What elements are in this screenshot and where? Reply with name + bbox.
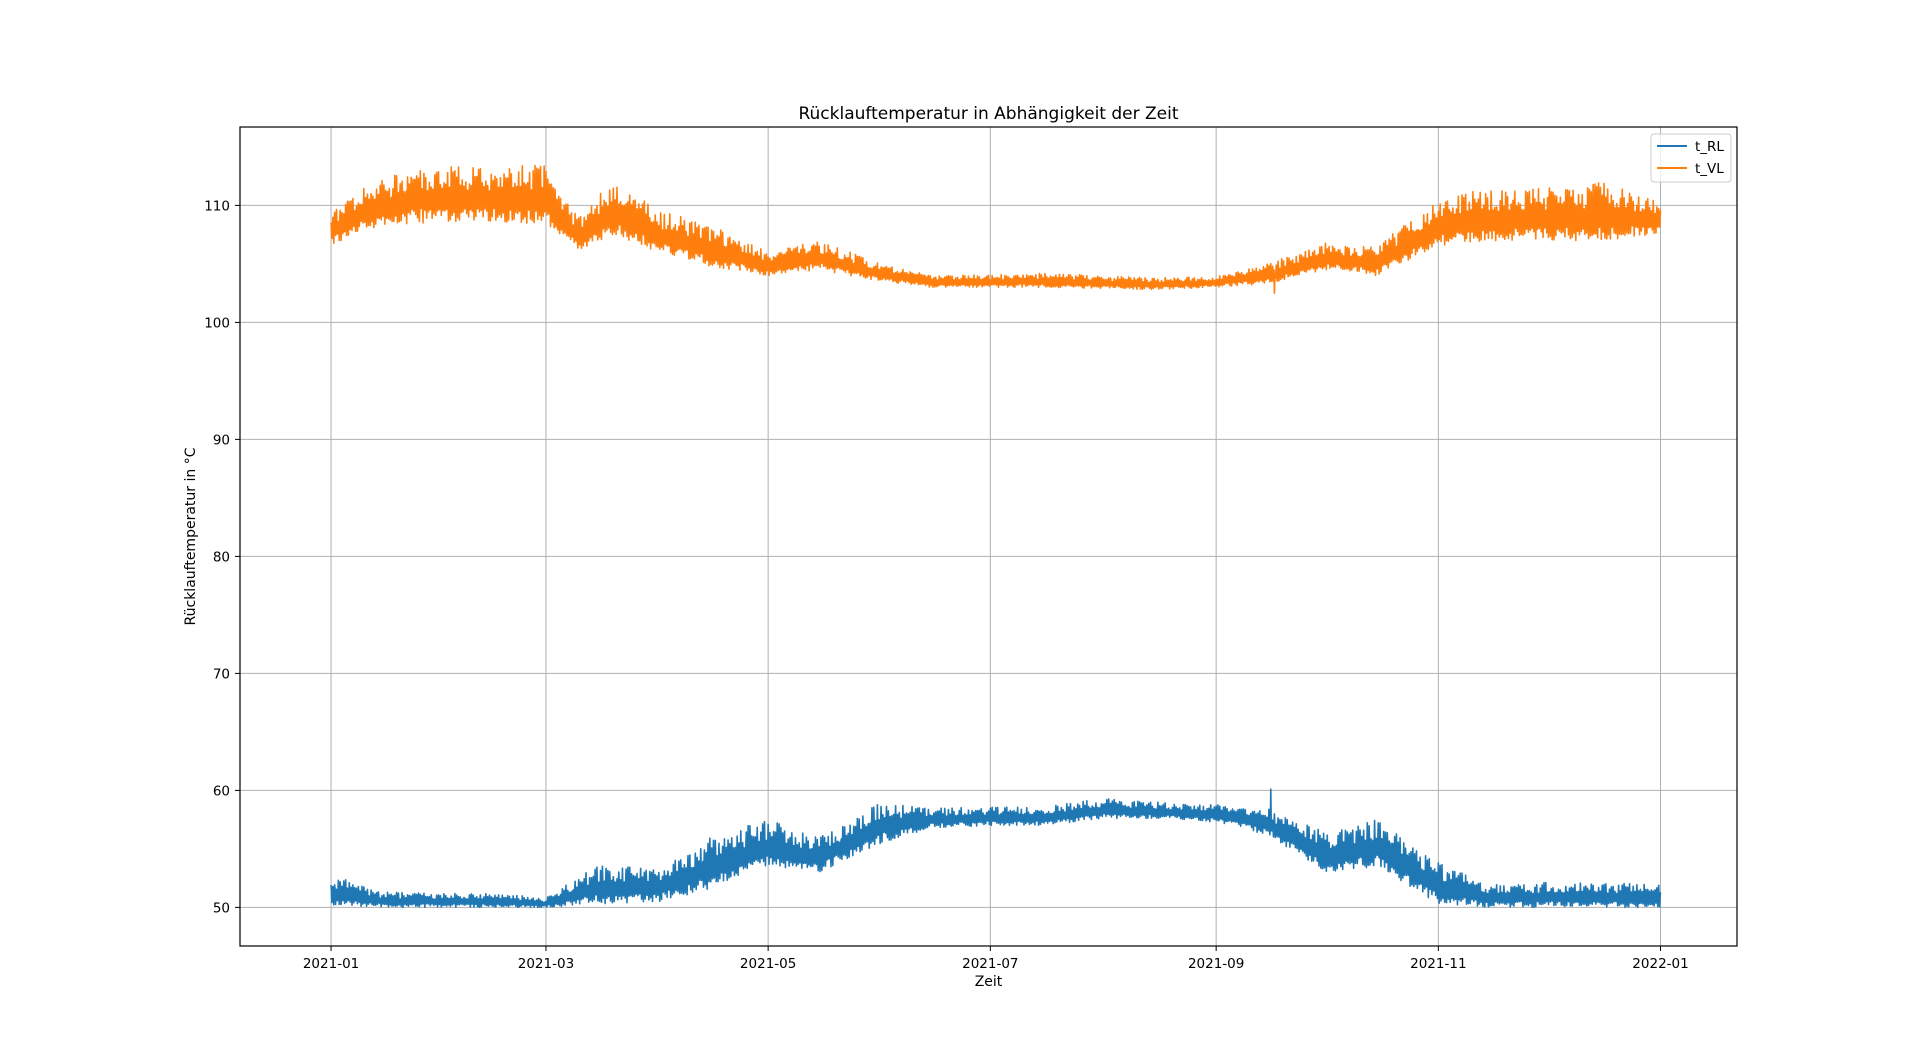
x-tick-label: 2021-09 [1188, 956, 1244, 972]
x-tick-label: 2022-01 [1632, 956, 1688, 972]
y-tick-label: 100 [204, 315, 230, 331]
y-tick-label: 70 [213, 666, 230, 682]
x-axis-ticks: 2021-01 2021-03 2021-05 2021-07 2021-09 2021-… [303, 946, 1689, 972]
legend: t_RL t_VL [1650, 133, 1732, 183]
y-tick-label: 80 [213, 549, 230, 565]
series-line-t-rl [330, 788, 1662, 909]
series-layer [330, 164, 1662, 909]
y-tick-label: 110 [204, 198, 230, 214]
x-tick-label: 2021-11 [1410, 956, 1466, 972]
x-tick-label: 2021-05 [740, 956, 796, 972]
y-tick-label: 90 [213, 432, 230, 448]
y-axis-ticks: 50 60 70 80 90 100 110 [204, 198, 240, 916]
y-axis-label: Rücklauftemperatur in °C [183, 447, 199, 625]
y-tick-label: 60 [213, 783, 230, 799]
legend-label-t-rl: t_RL [1695, 139, 1724, 155]
y-tick-label: 50 [213, 900, 230, 916]
x-axis-label: Zeit [975, 974, 1003, 990]
x-tick-label: 2021-07 [962, 956, 1018, 972]
series-line-t-vl [330, 164, 1662, 294]
chart-title: Rücklauftemperatur in Abhängigkeit der Z… [798, 104, 1178, 124]
x-tick-label: 2021-03 [518, 956, 574, 972]
legend-label-t-vl: t_VL [1695, 161, 1724, 177]
x-tick-label: 2021-01 [303, 956, 359, 972]
plot-frame [239, 126, 1738, 947]
